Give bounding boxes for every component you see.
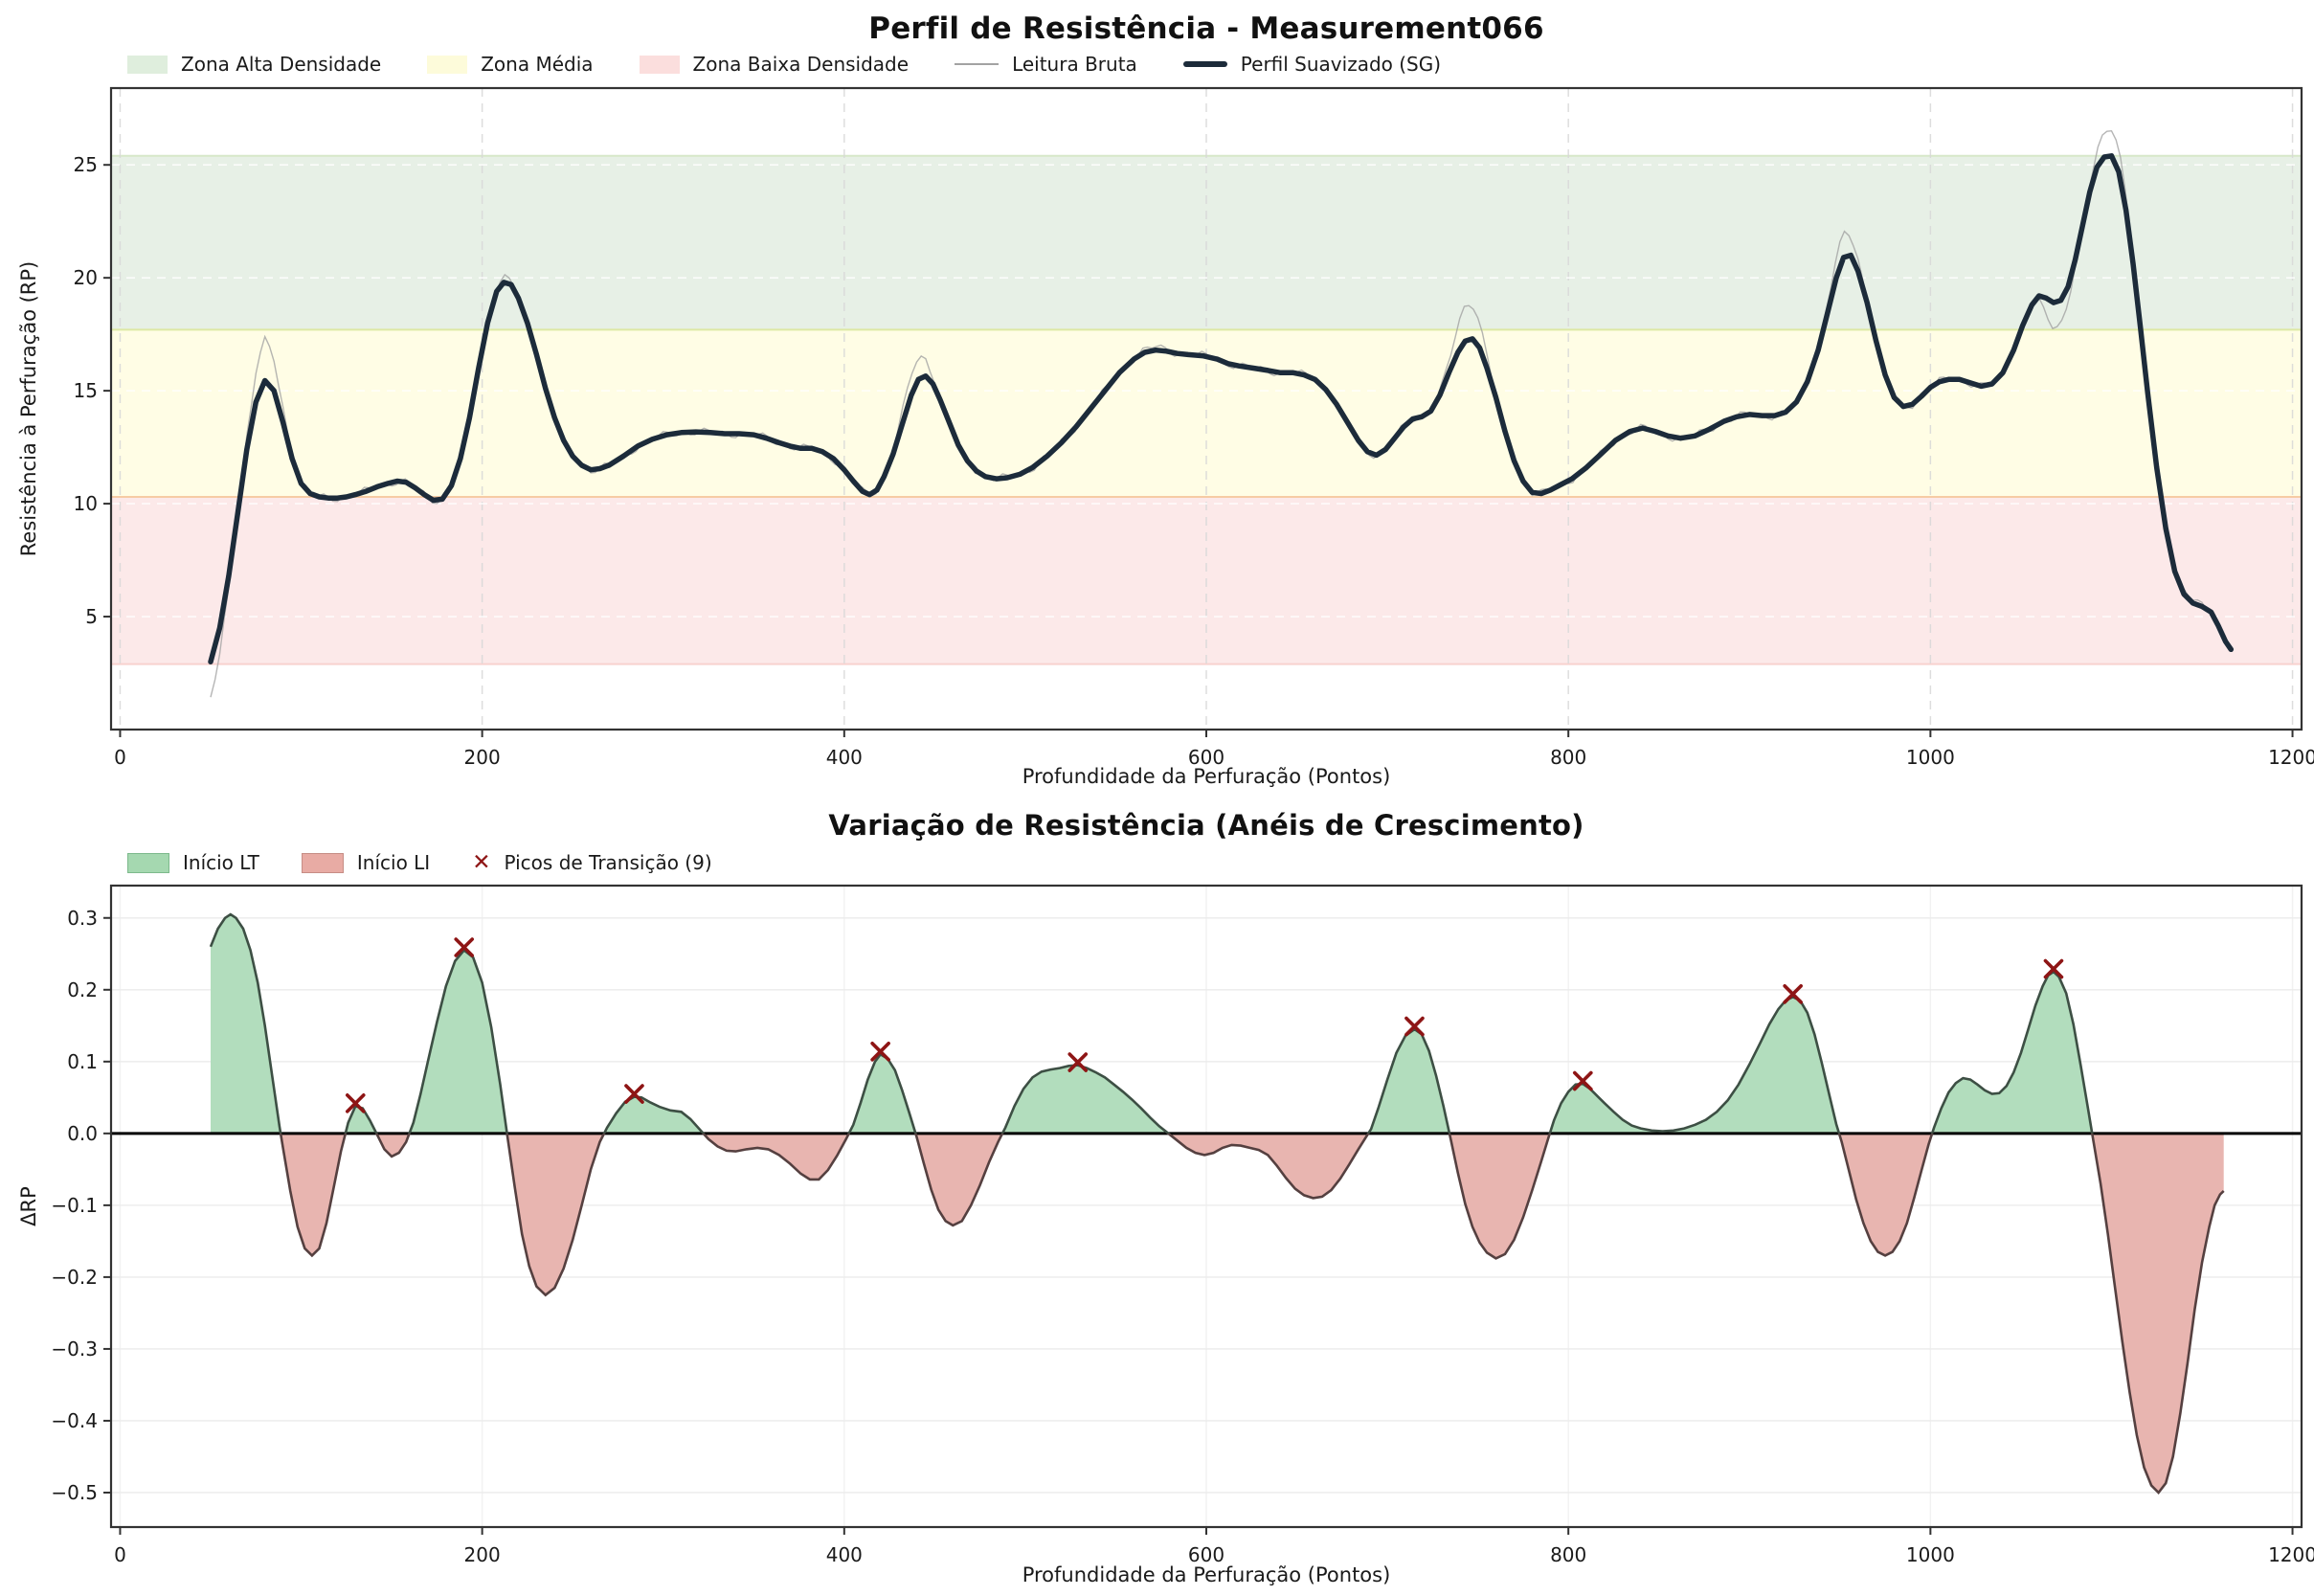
legend-item: Zona Baixa Densidade [639, 53, 910, 76]
legend-label: Zona Baixa Densidade [692, 53, 910, 76]
delta-area-negative [281, 1133, 2224, 1493]
y-tick-label: 0.2 [67, 978, 98, 1001]
legend-label: Zona Alta Densidade [181, 53, 382, 76]
y-tick-label: −0.1 [51, 1194, 98, 1217]
transition-peak-marker [1573, 1070, 1593, 1091]
transition-peak-marker [624, 1084, 644, 1104]
transition-peak-marker [870, 1042, 890, 1062]
x-tick-label: 200 [464, 746, 501, 769]
delta-area-positive [211, 914, 2224, 1134]
transition-peak-marker [1404, 1016, 1425, 1037]
legend-item: Perfil Suavizado (SG) [1182, 53, 1442, 76]
bottom-chart-title: Variação de Resistência (Anéis de Cresci… [828, 809, 1584, 842]
x-marker-icon: ✕ [472, 849, 491, 875]
x-tick-label: 600 [1188, 1543, 1224, 1566]
delta-line-negative [279, 1133, 2225, 1495]
top-chart-ylabel: Resistência à Perfuração (RP) [17, 260, 40, 557]
x-tick-label: 400 [826, 1543, 863, 1566]
patch-swatch-icon [639, 55, 680, 74]
legend-item: ✕ Picos de Transição (9) [472, 851, 711, 874]
x-tick-label: 1000 [1906, 746, 1955, 769]
x-tick-label: 800 [1550, 1543, 1586, 1566]
y-tick-label: 25 [74, 153, 98, 176]
y-tick-label: −0.2 [51, 1266, 98, 1289]
y-tick-label: 0.3 [67, 907, 98, 930]
x-tick-label: 1000 [1906, 1543, 1955, 1566]
y-tick-label: −0.3 [51, 1337, 98, 1360]
transition-peak-marker [1783, 983, 1803, 1004]
y-tick-label: −0.4 [51, 1409, 98, 1432]
x-tick-label: 1200 [2268, 1543, 2314, 1566]
legend-label: Picos de Transição (9) [504, 851, 712, 874]
y-tick-label: 20 [74, 266, 98, 289]
top-chart-title: Perfil de Resistência - Measurement066 [868, 11, 1544, 46]
transition-peak-marker [454, 937, 475, 957]
y-tick-label: 15 [74, 379, 98, 402]
line-swatch-icon [1182, 61, 1227, 67]
delta-line-positive [209, 912, 2094, 1134]
bottom-chart-legend: Início LT Início LI ✕ Picos de Transição (9… [127, 846, 712, 879]
y-tick-label: 0.1 [67, 1050, 98, 1073]
legend-label: Início LI [356, 851, 431, 874]
x-tick-label: 400 [826, 746, 863, 769]
y-tick-label: −0.5 [51, 1481, 98, 1504]
transition-peak-marker [2043, 958, 2064, 979]
legend-label: Zona Média [481, 53, 594, 76]
x-tick-label: 0 [114, 1543, 126, 1566]
legend-item: Zona Média [427, 53, 594, 76]
patch-swatch-icon [127, 852, 169, 873]
patch-swatch-icon [427, 55, 468, 74]
legend-label: Leitura Bruta [1012, 53, 1137, 76]
legend-item: Início LT [127, 851, 259, 874]
x-tick-label: 800 [1550, 746, 1586, 769]
smoothed-profile-line [208, 153, 2235, 664]
x-tick-label: 200 [464, 1543, 501, 1566]
x-tick-label: 0 [114, 746, 126, 769]
patch-swatch-icon [301, 852, 344, 873]
top-chart-xlabel: Profundidade da Perfuração (Pontos) [1022, 765, 1391, 788]
y-tick-label: 0.0 [67, 1122, 98, 1145]
legend-item: Zona Alta Densidade [127, 53, 381, 76]
x-tick-label: 600 [1188, 746, 1224, 769]
bottom-chart-plot: 0 200 400 600 800 1000 1200 0.3 0.2 0.1 0.0 −0.1 −0.… [51, 884, 2314, 1566]
legend-label: Início LT [183, 851, 259, 874]
patch-swatch-icon [127, 55, 168, 74]
y-tick-label: 5 [85, 605, 98, 628]
x-tick-label: 1200 [2268, 746, 2314, 769]
top-chart-plot: 0 200 400 600 800 1000 1200 5 10 15 20 25 [74, 86, 2314, 769]
legend-item: Início LI [301, 851, 431, 874]
y-tick-label: 10 [74, 492, 98, 515]
legend-label: Perfil Suavizado (SG) [1240, 53, 1442, 76]
top-chart-legend: Zona Alta Densidade Zona Média Zona Baixa … [127, 48, 1441, 80]
transition-peak-marker [345, 1093, 366, 1113]
bottom-chart-ylabel: ΔRP [17, 1186, 40, 1226]
line-swatch-icon [955, 63, 1000, 65]
bottom-chart-xlabel: Profundidade da Perfuração (Pontos) [1022, 1563, 1391, 1586]
legend-item: Leitura Bruta [955, 53, 1137, 76]
transition-peak-marker [1067, 1052, 1089, 1072]
